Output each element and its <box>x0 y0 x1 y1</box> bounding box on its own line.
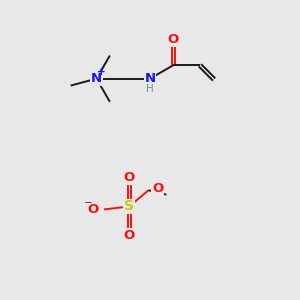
Text: O: O <box>167 33 179 46</box>
Text: N: N <box>144 72 156 85</box>
Text: H: H <box>146 84 154 94</box>
Text: O: O <box>124 229 135 242</box>
Text: S: S <box>124 200 134 214</box>
Text: O: O <box>152 182 164 195</box>
Text: O: O <box>124 171 135 184</box>
Text: N: N <box>91 72 102 85</box>
Text: O: O <box>87 203 99 216</box>
Text: −: − <box>84 198 93 208</box>
Text: +: + <box>97 67 106 77</box>
